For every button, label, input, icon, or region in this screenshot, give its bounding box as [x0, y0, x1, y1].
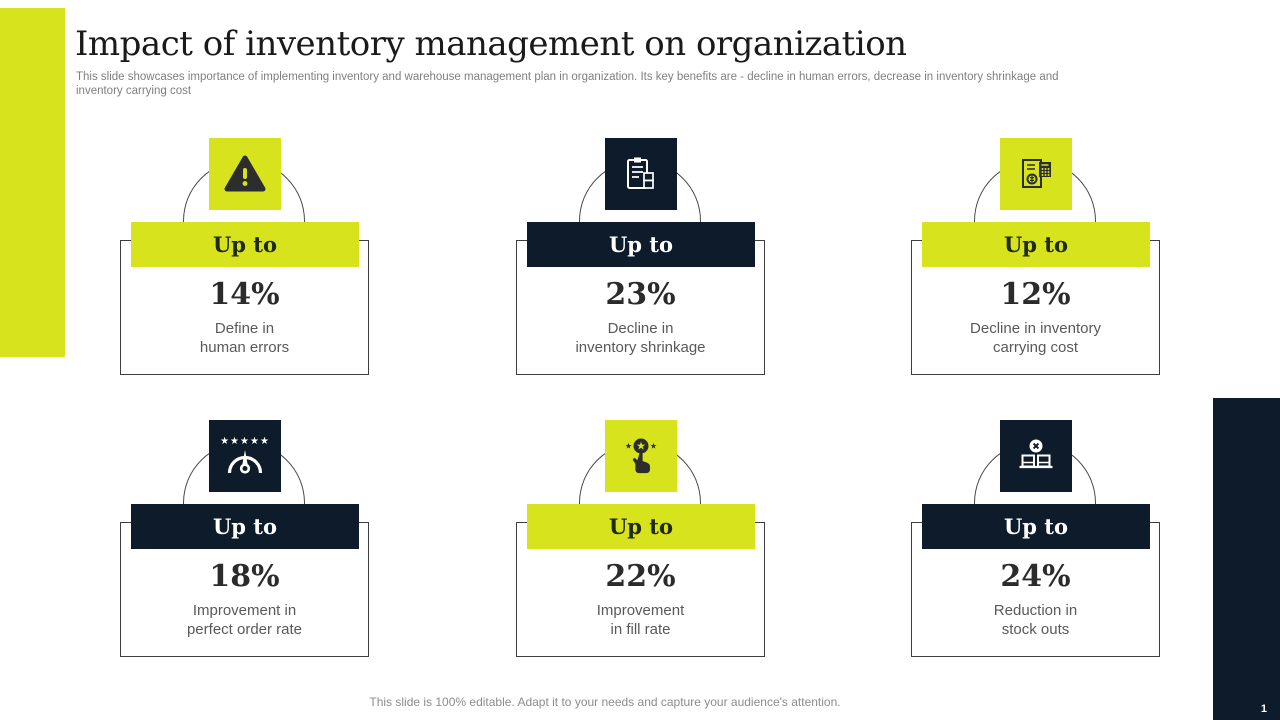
- benefit-card-inventory-shrinkage: Up to 23% Decline in inventory shrinkage: [516, 138, 766, 378]
- card-value: 24%: [1000, 559, 1071, 594]
- hand-star-icon: [605, 420, 677, 492]
- up-to-banner: Up to: [527, 222, 755, 267]
- slide-title: Impact of inventory management on organi…: [75, 24, 907, 64]
- card-description: Decline in inventory shrinkage: [575, 320, 706, 356]
- benefit-card-human-errors: Up to 14% Define in human errors: [120, 138, 370, 378]
- right-accent-bar: 1: [1213, 398, 1280, 720]
- card-value: 14%: [209, 277, 280, 312]
- clipboard-checklist-icon: [605, 138, 677, 210]
- benefit-card-fill-rate: Up to 22% Improvement in fill rate: [516, 420, 766, 660]
- stock-out-icon: [1000, 420, 1072, 492]
- page-number: 1: [1260, 703, 1267, 715]
- slide-subtitle: This slide showcases importance of imple…: [76, 70, 1136, 98]
- footer-note: This slide is 100% editable. Adapt it to…: [369, 695, 841, 709]
- card-value: 22%: [605, 559, 676, 594]
- benefit-card-carrying-cost: Up to 12% Decline in inventory carrying …: [911, 138, 1161, 378]
- left-accent-bar: [0, 8, 65, 357]
- card-value: 23%: [605, 277, 676, 312]
- card-value: 18%: [209, 559, 280, 594]
- up-to-banner: Up to: [922, 222, 1150, 267]
- card-description: Define in human errors: [199, 320, 290, 356]
- subtitle-line-1: This slide showcases importance of imple…: [76, 71, 1059, 83]
- card-value: 12%: [1000, 277, 1071, 312]
- card-description: Decline in inventory carrying cost: [970, 320, 1101, 356]
- up-to-banner: Up to: [131, 222, 359, 267]
- stars-row: ★★★★★: [220, 436, 270, 447]
- warning-icon: [209, 138, 281, 210]
- cost-calculator-icon: [1000, 138, 1072, 210]
- up-to-banner: Up to: [131, 504, 359, 549]
- up-to-banner: Up to: [922, 504, 1150, 549]
- benefit-card-stock-outs: Up to 24% Reduction in stock outs: [911, 420, 1161, 660]
- gauge-rating-icon: ★★★★★: [209, 420, 281, 492]
- card-description: Improvement in fill rate: [596, 602, 685, 638]
- card-description: Improvement in perfect order rate: [186, 602, 303, 638]
- subtitle-line-2: inventory carrying cost: [76, 85, 192, 97]
- benefit-card-perfect-order-rate: ★★★★★ Up to 18% Improvement in perfect o…: [120, 420, 370, 660]
- card-description: Reduction in stock outs: [993, 602, 1078, 638]
- up-to-banner: Up to: [527, 504, 755, 549]
